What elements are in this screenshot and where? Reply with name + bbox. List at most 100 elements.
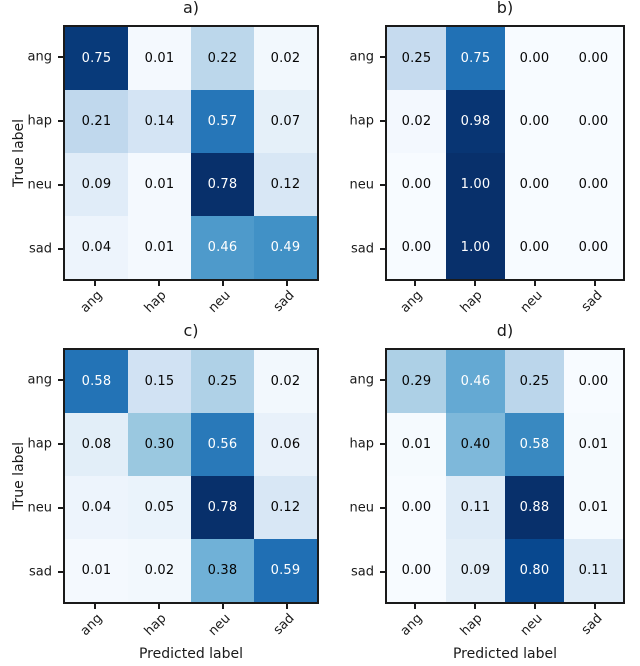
x-tick-mark (158, 281, 160, 286)
heatmap-b: 0.25 0.75 0.00 0.00 0.02 0.98 0.00 0.00 0.00 1.00… (385, 25, 625, 281)
heatmap-cell-neu-sad: 0.12 (254, 153, 317, 216)
y-tick-label: ang (27, 372, 52, 388)
y-tick-mark (380, 248, 385, 250)
heatmap-cell-sad-ang: 0.00 (387, 539, 446, 602)
heatmap-cell-neu-ang: 0.04 (65, 476, 128, 539)
heatmap-cell-sad-hap: 0.09 (446, 539, 505, 602)
heatmap-cell-ang-sad: 0.02 (254, 350, 317, 413)
heatmap-cell-ang-ang: 0.58 (65, 350, 128, 413)
heatmap-cell-neu-sad: 0.01 (564, 476, 623, 539)
heatmap-cell-hap-sad: 0.07 (254, 90, 317, 153)
x-tick-mark (534, 281, 536, 286)
x-tick-mark (222, 604, 224, 609)
heatmap-cell-neu-hap: 0.05 (128, 476, 191, 539)
heatmap-d: 0.29 0.46 0.25 0.00 0.01 0.40 0.58 0.01 0.00 0.11… (385, 348, 625, 604)
y-tick-label: ang (27, 49, 52, 65)
y-tick-mark (58, 379, 63, 381)
heatmap-cell-ang-neu: 0.25 (505, 350, 564, 413)
heatmap-cell-sad-neu: 0.80 (505, 539, 564, 602)
y-tick-mark (58, 56, 63, 58)
heatmap-cell-ang-ang: 0.25 (387, 27, 446, 90)
heatmap-cell-ang-hap: 0.46 (446, 350, 505, 413)
subplot-title-c: c) (183, 321, 199, 340)
heatmap-cell-ang-neu: 0.25 (191, 350, 254, 413)
heatmap-c: 0.58 0.15 0.25 0.02 0.08 0.30 0.56 0.06 0.04 0.05… (63, 348, 319, 604)
y-tick-mark (58, 443, 63, 445)
x-tick-mark (474, 604, 476, 609)
x-tick-mark (474, 281, 476, 286)
y-tick-label: hap (27, 113, 52, 129)
heatmap-cell-ang-sad: 0.00 (564, 27, 623, 90)
heatmap-cell-neu-neu: 0.00 (505, 153, 564, 216)
heatmap-cell-hap-neu: 0.57 (191, 90, 254, 153)
y-tick-mark (58, 571, 63, 573)
y-tick-label: ang (349, 372, 374, 388)
heatmap-cell-sad-sad: 0.59 (254, 539, 317, 602)
heatmap-cell-hap-neu: 0.56 (191, 413, 254, 476)
x-tick-mark (158, 604, 160, 609)
subplot-title-b: b) (496, 0, 514, 17)
subplot-c: c) True label 0.58 0.15 0.25 0.02 0.08 0.30 0.… (11, 321, 319, 662)
heatmap-cell-hap-ang: 0.21 (65, 90, 128, 153)
y-tick-mark (380, 184, 385, 186)
heatmap-cell-neu-sad: 0.12 (254, 476, 317, 539)
heatmap-cell-ang-neu: 0.00 (505, 27, 564, 90)
x-tick-mark (286, 604, 288, 609)
heatmap-cell-hap-sad: 0.00 (564, 90, 623, 153)
y-tick-label: sad (29, 241, 52, 257)
heatmap-cell-sad-neu: 0.38 (191, 539, 254, 602)
heatmap-cell-sad-sad: 0.49 (254, 216, 317, 279)
y-tick-mark (58, 507, 63, 509)
y-tick-label: neu (349, 177, 374, 193)
y-tick-mark (58, 248, 63, 250)
y-tick-mark (58, 184, 63, 186)
y-tick-mark (380, 120, 385, 122)
heatmap-cell-neu-hap: 0.01 (128, 153, 191, 216)
y-axis-label: True label (11, 118, 27, 188)
heatmap-cell-hap-neu: 0.58 (505, 413, 564, 476)
y-tick-label: hap (27, 436, 52, 452)
y-tick-mark (58, 120, 63, 122)
y-tick-label: hap (349, 436, 374, 452)
y-tick-mark (380, 443, 385, 445)
heatmap-cell-neu-ang: 0.00 (387, 476, 446, 539)
x-tick-mark (534, 604, 536, 609)
heatmap-cell-sad-ang: 0.00 (387, 216, 446, 279)
heatmap-cell-sad-ang: 0.04 (65, 216, 128, 279)
y-tick-mark (380, 56, 385, 58)
y-tick-label: ang (349, 49, 374, 65)
heatmap-cell-hap-hap: 0.14 (128, 90, 191, 153)
heatmap-cell-sad-neu: 0.46 (191, 216, 254, 279)
y-axis-label: True label (11, 441, 27, 511)
subplot-b: b) 0.25 0.75 0.00 0.00 0.02 0.98 0.00 0.00 0.00 1… (350, 0, 625, 316)
heatmap-cell-neu-neu: 0.78 (191, 153, 254, 216)
heatmap-cell-hap-hap: 0.40 (446, 413, 505, 476)
x-axis-label: Predicted label (452, 646, 558, 662)
heatmap-cell-ang-ang: 0.29 (387, 350, 446, 413)
heatmap-cell-hap-ang: 0.02 (387, 90, 446, 153)
subplot-a: a) True label 0.75 0.01 0.22 0.02 0.21 0.14 0.… (11, 0, 319, 316)
heatmap-cell-ang-sad: 0.02 (254, 27, 317, 90)
heatmap-cell-sad-neu: 0.00 (505, 216, 564, 279)
heatmap-cell-ang-neu: 0.22 (191, 27, 254, 90)
y-tick-label: sad (29, 564, 52, 580)
y-tick-mark (380, 379, 385, 381)
heatmap-cell-sad-hap: 0.01 (128, 216, 191, 279)
x-tick-mark (594, 604, 596, 609)
heatmap-cell-neu-sad: 0.00 (564, 153, 623, 216)
heatmap-cell-sad-hap: 1.00 (446, 216, 505, 279)
heatmap-cell-hap-ang: 0.08 (65, 413, 128, 476)
y-tick-mark (380, 571, 385, 573)
heatmap-cell-sad-sad: 0.11 (564, 539, 623, 602)
heatmap-cell-hap-sad: 0.01 (564, 413, 623, 476)
y-tick-label: sad (351, 564, 374, 580)
heatmap-cell-ang-hap: 0.15 (128, 350, 191, 413)
y-tick-label: neu (27, 177, 52, 193)
subplot-d: d) 0.29 0.46 0.25 0.00 0.01 0.40 0.58 0.01 0.00 0… (350, 321, 625, 662)
heatmap-cell-neu-ang: 0.00 (387, 153, 446, 216)
x-axis-label: Predicted label (138, 646, 244, 662)
y-tick-label: neu (349, 500, 374, 516)
x-tick-mark (414, 281, 416, 286)
x-tick-mark (222, 281, 224, 286)
